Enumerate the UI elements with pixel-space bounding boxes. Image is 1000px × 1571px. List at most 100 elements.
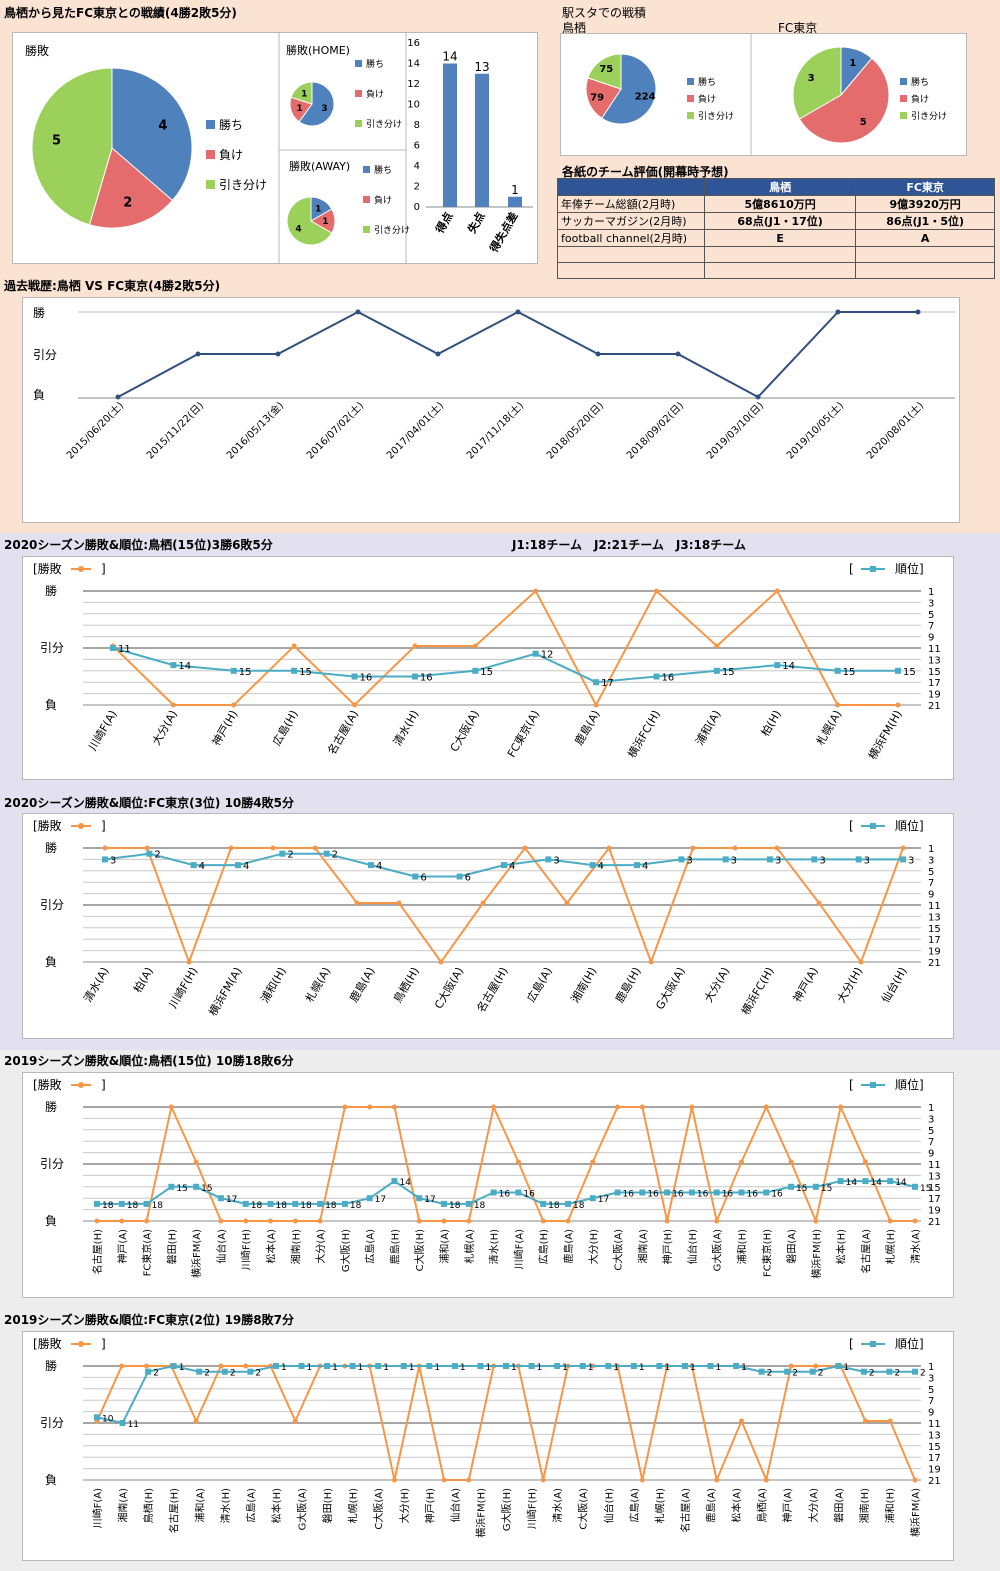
rank-tick: 13 — [928, 1171, 941, 1182]
result-point — [466, 1218, 472, 1224]
x-category-label: 浦和(A) — [193, 1488, 206, 1523]
result-line — [97, 1103, 915, 1225]
rank-tick: 3 — [928, 598, 934, 609]
legend-swatch-loss — [206, 150, 215, 159]
result-point — [268, 1218, 274, 1224]
rank-value-label: 15 — [176, 1184, 187, 1194]
legend-swatch-win — [363, 166, 370, 173]
rank-point — [298, 1363, 305, 1369]
rank-value-label: 1 — [383, 1363, 389, 1373]
result-point — [354, 900, 360, 906]
rank-value-label: 1 — [741, 1363, 747, 1373]
legend-swatch-draw — [900, 112, 907, 119]
legend-label-draw: 引き分け — [366, 119, 402, 130]
x-category-label: 名古屋(H) — [91, 1229, 104, 1274]
rank-value-label: 4 — [199, 861, 205, 872]
rank-legend-label: 順位] — [895, 818, 924, 833]
x-category-label: 横浜FM(A) — [909, 1488, 922, 1537]
x-category-label: 大分(A) — [701, 965, 732, 1005]
rank-legend-open: [ — [849, 1078, 854, 1092]
rank-value-label: 3 — [686, 855, 692, 866]
history-x-label: 2015/06/20(土) — [64, 399, 127, 462]
result-point — [590, 1159, 596, 1165]
bar-axis-tick: 14 — [407, 59, 420, 70]
history-x-label: 2017/11/18(土) — [464, 399, 527, 462]
rank-tick: 21 — [928, 1476, 941, 1487]
rank-point — [323, 850, 330, 857]
x-category-label: C大阪(A) — [612, 1229, 625, 1271]
rank-tick: 11 — [928, 901, 941, 912]
rank-value-label: 6 — [420, 873, 426, 884]
bar-category-label: 得点 — [432, 210, 456, 237]
rank-value-label: 1 — [460, 1363, 466, 1373]
evaluation-row: サッカーマガジン(2月時) 68点(J1・17位) 86点(J1・5位) — [557, 212, 995, 230]
result-point — [565, 1218, 571, 1224]
rank-value-label: 11 — [118, 644, 131, 655]
x-category-label: 川崎F(A) — [85, 708, 119, 753]
y-label-loss: 負 — [45, 1214, 57, 1228]
rank-point — [860, 1368, 867, 1375]
bar-2 — [508, 196, 522, 207]
rank-point — [912, 1183, 918, 1190]
rank-tick: 1 — [928, 844, 934, 855]
rank-value-label: 1 — [588, 1363, 594, 1373]
legend-swatch-draw — [206, 180, 215, 189]
history-y-label: 引分 — [33, 348, 57, 362]
rank-tick: 19 — [928, 690, 941, 701]
rank-legend-open: [ — [849, 819, 854, 833]
result-point — [144, 845, 150, 851]
rank-point — [738, 1189, 745, 1196]
rank-point — [589, 1195, 596, 1202]
x-category-label: C大阪(H) — [413, 1229, 426, 1271]
x-category-label: 鳥栖(A) — [756, 1488, 769, 1523]
history-point — [115, 394, 121, 400]
rank-value-label: 2 — [230, 1369, 236, 1379]
rank-tick: 7 — [928, 1137, 934, 1148]
rank-value-label: 15 — [722, 667, 735, 678]
rank-point — [593, 679, 600, 686]
y-label-loss: 負 — [45, 955, 57, 969]
rank-value-label: 18 — [474, 1201, 486, 1211]
evaluation-cell — [703, 262, 857, 279]
rank-tick: 11 — [928, 644, 941, 655]
result-point — [664, 1218, 670, 1224]
rank-point — [146, 850, 153, 857]
rank-point — [733, 1363, 740, 1369]
evaluation-cell: E — [703, 229, 857, 247]
rank-value-label: 15 — [843, 667, 856, 678]
rank-value-label: 1 — [434, 1363, 440, 1373]
x-category-label: 鳥栖(H) — [142, 1488, 155, 1523]
result-point — [312, 845, 318, 851]
rank-value-label: 18 — [449, 1201, 461, 1211]
result-point — [615, 1104, 621, 1110]
rank-point — [540, 1200, 547, 1207]
rank-value-label: 16 — [623, 1190, 635, 1200]
x-category-label: G大阪(A) — [296, 1488, 309, 1530]
x-category-label: 浦和(A) — [693, 708, 723, 748]
rank-tick: 13 — [928, 1430, 941, 1441]
rank-point — [664, 1189, 671, 1196]
result-line — [105, 845, 904, 965]
rank-tick: 9 — [928, 890, 934, 901]
rank-value-label: 17 — [375, 1195, 386, 1205]
x-category-label: 鹿島(H) — [612, 965, 644, 1006]
result-point — [317, 1218, 323, 1224]
y-label-draw: 引分 — [40, 1157, 64, 1171]
x-category-label: 神戸(H) — [423, 1488, 436, 1523]
pie-main: 4 2 5 — [31, 67, 193, 229]
rank-point — [366, 1195, 373, 1202]
rank-value-label: 3 — [553, 855, 559, 866]
evaluation-header-tosu: 鳥栖 — [703, 178, 857, 196]
rank-value-label: 2 — [920, 1369, 926, 1379]
x-category-label: 横浜FM(A) — [206, 965, 245, 1019]
rank-value-label: 2 — [818, 1369, 824, 1379]
x-category-label: 広島(A) — [524, 965, 555, 1005]
pie-slice-label: 5 — [860, 117, 867, 128]
bar-category-label: 失点 — [464, 210, 487, 236]
stadium-tosu-title: 鳥栖 — [562, 21, 587, 35]
rank-point — [886, 1368, 893, 1375]
history-point — [435, 351, 441, 357]
history-x-label: 2016/07/02(土) — [304, 399, 367, 462]
